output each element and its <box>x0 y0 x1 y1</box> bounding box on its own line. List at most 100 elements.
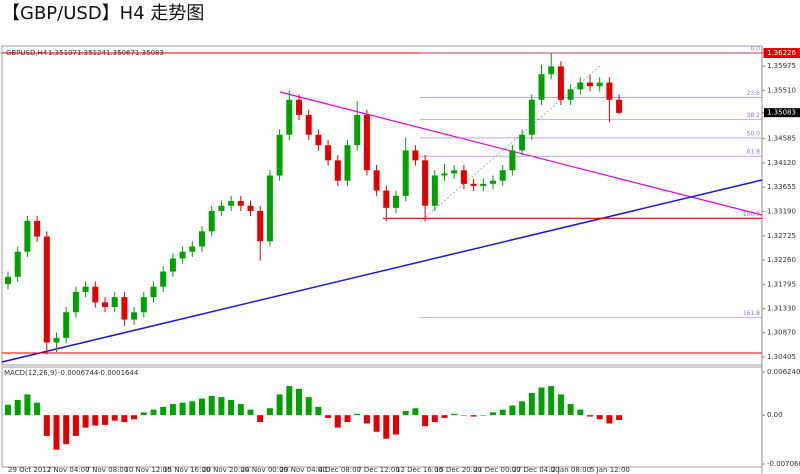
candle-body <box>393 195 399 208</box>
macd-tick-label: 0.006240 <box>767 368 800 376</box>
fib-label: 38.2 <box>747 112 761 119</box>
macd-bar <box>24 394 31 416</box>
macd-bar <box>189 401 196 416</box>
candle-body <box>499 170 506 181</box>
macd-bar <box>499 409 506 416</box>
macd-tick-label: 0.00 <box>767 411 783 419</box>
fib-label: 50.0 <box>747 130 761 137</box>
candle-body <box>63 312 70 338</box>
y-tick-label: 1.34585 <box>767 135 796 143</box>
candle-body <box>460 170 467 184</box>
candle-body <box>509 150 516 171</box>
macd-bar <box>509 405 516 416</box>
macd-label: MACD(12,26,9) <box>4 369 57 377</box>
y-tick-label: 1.34120 <box>767 159 796 167</box>
candle-body <box>519 134 526 151</box>
macd-bar <box>179 402 186 416</box>
candle-body <box>199 231 205 247</box>
candle-body <box>402 150 409 196</box>
candle-body <box>5 276 11 285</box>
x-tick-label: 7 Dec 12:00 <box>357 466 400 474</box>
y-tick-label: 1.30870 <box>767 329 796 337</box>
candle-body <box>557 66 564 100</box>
macd-bar <box>92 415 99 426</box>
macd-bar <box>237 404 244 416</box>
candle-body <box>169 258 176 272</box>
fib-label: 100.0 <box>743 211 760 218</box>
macd-bar <box>121 415 128 423</box>
macd-bar <box>63 415 70 445</box>
x-tick-label: 2 Jan 08:00 <box>551 466 591 474</box>
candle-body <box>325 145 332 161</box>
macd-bar <box>354 413 361 416</box>
macd-bar <box>325 415 332 418</box>
candle-body <box>14 251 21 277</box>
macd-bar <box>441 415 448 418</box>
macd-bar <box>14 399 21 416</box>
candle-body <box>72 291 79 313</box>
page-title: 【GBP/USD】H4 走势图 <box>2 3 204 24</box>
macd-bar <box>596 415 603 420</box>
macd-bar <box>548 386 555 416</box>
candle-body <box>344 145 351 181</box>
candle-body <box>490 180 496 184</box>
candle-body <box>121 297 128 320</box>
macd-bar <box>606 415 613 424</box>
fib-label: 23.6 <box>747 90 761 97</box>
macd-bar <box>480 415 487 416</box>
candle-body <box>577 82 584 90</box>
candle-body <box>431 175 438 206</box>
macd-bar <box>208 395 215 416</box>
price-box <box>764 108 800 118</box>
macd-bar <box>567 404 574 416</box>
candle-body <box>422 160 429 206</box>
macd-bar <box>577 409 584 416</box>
x-tick-label: 12 Dec 16:00 <box>396 466 443 474</box>
candle-body <box>189 246 196 252</box>
y-tick-label: 1.31795 <box>767 280 796 288</box>
macd-bar <box>34 402 41 416</box>
y-tick-label: 1.32725 <box>767 232 796 240</box>
macd-bar <box>286 386 293 416</box>
macd-bar <box>111 415 118 421</box>
macd-bar <box>587 415 593 417</box>
macd-bar <box>82 415 89 428</box>
macd-bar <box>296 388 302 416</box>
candle-body <box>296 99 302 115</box>
macd-bar <box>150 409 157 416</box>
candle-body <box>247 205 254 211</box>
candle-body <box>286 99 293 135</box>
fib-label: 161.8 <box>743 310 760 317</box>
macd-bar <box>451 413 458 416</box>
candle-body <box>53 337 60 343</box>
macd-bar <box>169 404 176 416</box>
macd-bar <box>344 415 351 423</box>
candle-body <box>451 170 458 174</box>
x-tick-label: 7 Nov 08:00 <box>86 466 129 474</box>
x-tick-label: 24 Nov 00:00 <box>241 466 288 474</box>
candle-body <box>102 302 108 308</box>
x-tick-label: 29 Oct 2017 <box>8 466 51 474</box>
macd-bar <box>431 415 438 423</box>
y-tick-label: 1.30405 <box>767 353 796 361</box>
candle-body <box>548 66 555 75</box>
trendline <box>1 179 763 363</box>
candle-body <box>480 183 487 186</box>
macd-bar <box>257 415 264 423</box>
y-tick-label: 1.33190 <box>767 208 796 216</box>
macd-bar <box>334 415 341 428</box>
candle-body <box>470 183 477 186</box>
candle-body <box>441 173 448 176</box>
fib-label: 61.8 <box>747 149 761 156</box>
macd-bar <box>412 408 419 416</box>
macd-bar <box>470 415 477 417</box>
macd-bar <box>305 397 312 416</box>
candle-body <box>596 82 603 87</box>
x-tick-label: 5 Jan 12:00 <box>590 466 630 474</box>
candle-body <box>567 89 574 100</box>
candle-body <box>606 82 613 100</box>
candle-body <box>363 114 370 171</box>
candle-body <box>43 236 50 343</box>
macd-bar <box>557 394 564 416</box>
x-tick-label: 27 Dec 04:00 <box>512 466 559 474</box>
